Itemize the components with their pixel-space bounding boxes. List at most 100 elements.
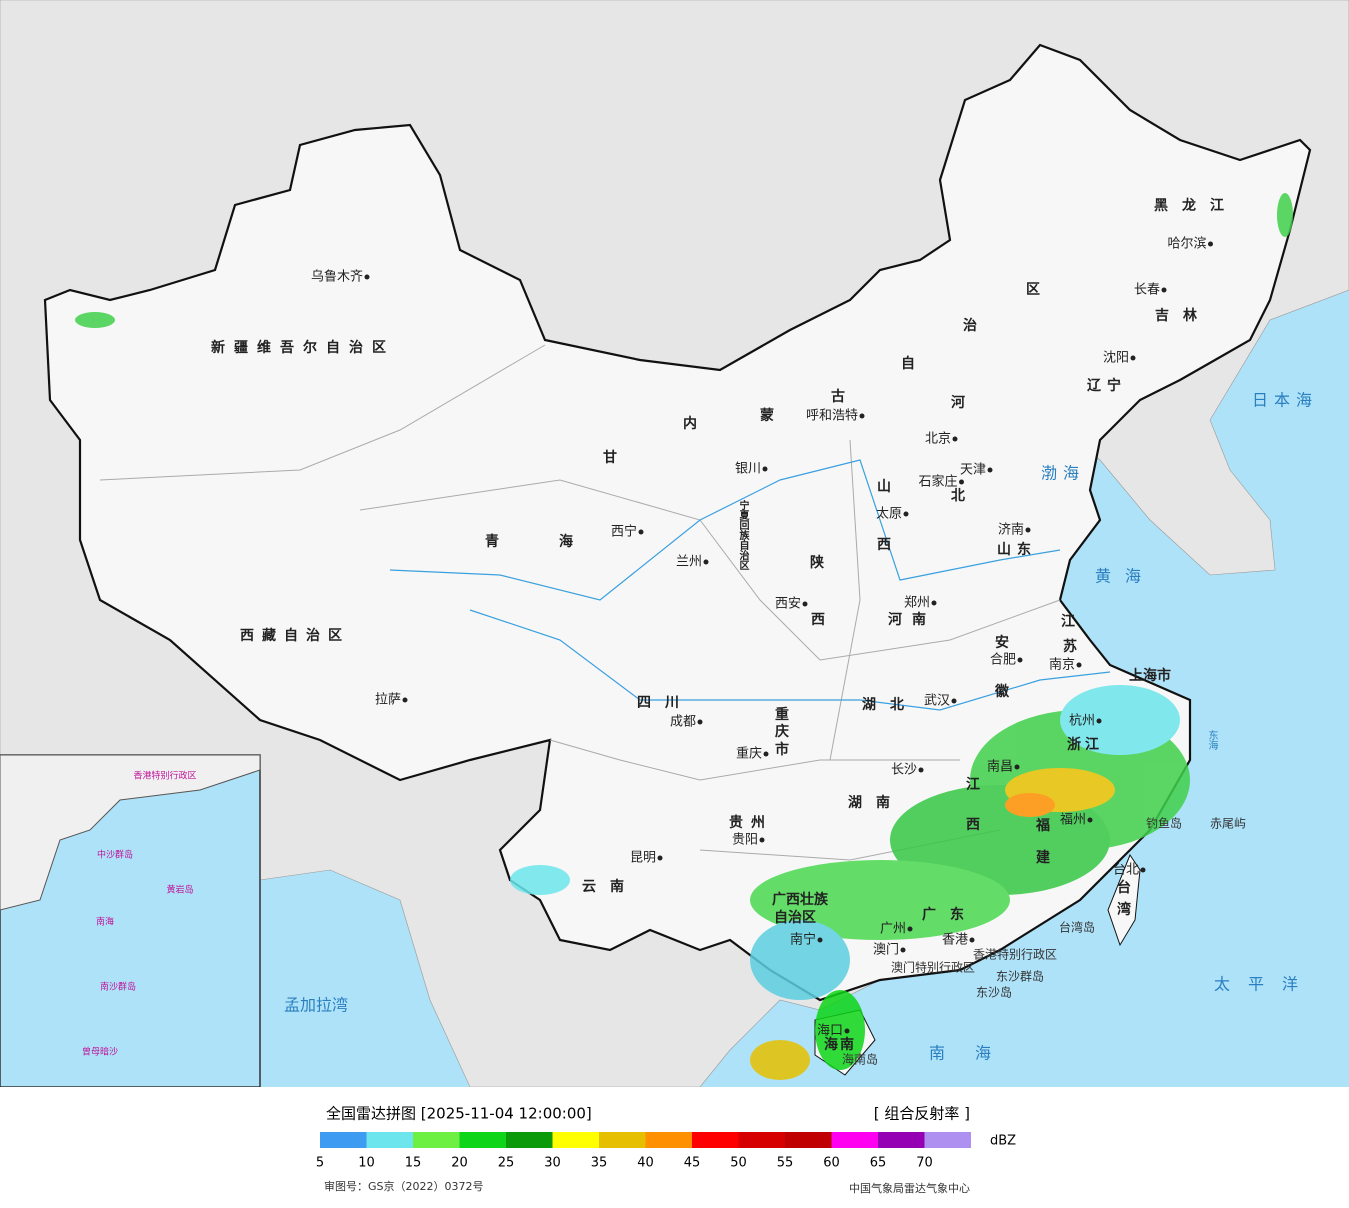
city-label: 沈阳 xyxy=(1103,351,1129,366)
province-label: 江 xyxy=(1061,613,1075,630)
source: 中国气象局雷达气象中心 xyxy=(849,1181,970,1195)
city-dot xyxy=(969,937,975,943)
city-dot xyxy=(987,467,993,473)
city-dot xyxy=(697,719,703,725)
province-label: 徽 xyxy=(994,683,1010,700)
city-label: 杭州 xyxy=(1069,714,1095,729)
city-dot xyxy=(762,466,768,472)
province-label: 市 xyxy=(775,741,789,758)
colorbar-cell xyxy=(320,1132,367,1148)
province-label: 内 xyxy=(683,415,697,432)
city-label: 昆明 xyxy=(630,851,656,866)
inset-label: 香港特别行政区 xyxy=(133,770,196,782)
city-label: 乌鲁木齐 xyxy=(311,269,363,285)
colorbar-tick-label: 35 xyxy=(591,1156,608,1171)
colorbar-tick-label: 50 xyxy=(730,1156,747,1171)
colorbar-cell xyxy=(924,1132,971,1148)
colorbar-cell xyxy=(552,1132,599,1148)
place-note: 台湾岛 xyxy=(1059,920,1095,935)
province-label: 湖南 xyxy=(848,794,904,811)
province-label: 上海市 xyxy=(1129,667,1171,684)
city-dot xyxy=(951,698,957,704)
city-dot xyxy=(1096,718,1102,724)
province-label: 贵州 xyxy=(729,814,773,831)
sea-label: 东海 xyxy=(1206,729,1218,751)
colorbar-cell xyxy=(692,1132,739,1148)
place-note: 东沙岛 xyxy=(976,985,1012,1000)
province-label: 新疆维吾尔自治区 xyxy=(211,339,395,356)
colorbar-cell xyxy=(738,1132,785,1148)
colorbar-cell xyxy=(366,1132,413,1148)
rivers xyxy=(389,459,1111,711)
province-label: 古 xyxy=(831,388,845,405)
province-label: 四川 xyxy=(637,695,693,711)
province-label: 广东 xyxy=(922,906,978,923)
colorbar-cell xyxy=(785,1132,832,1148)
city-label: 长春 xyxy=(1134,283,1160,298)
province-label: 河南 xyxy=(888,611,936,628)
sea-label: 渤海 xyxy=(1041,464,1085,483)
place-note: 香港特别行政区 xyxy=(973,947,1057,962)
province-label: 区 xyxy=(1026,282,1040,298)
city-label: 太原 xyxy=(876,507,902,522)
city-dot xyxy=(931,600,937,606)
province-label: 黑龙江 xyxy=(1154,197,1238,214)
province-label: 蒙 xyxy=(760,407,774,424)
city-dot xyxy=(1161,287,1167,293)
city-dot xyxy=(1087,817,1093,823)
colorbar: 5 10 15 20 25 30 35 40 45 50 55 60 65 70 xyxy=(316,1132,971,1171)
city-label: 西安 xyxy=(775,597,801,612)
colorbar-cell xyxy=(831,1132,878,1148)
city-label: 海口 xyxy=(817,1024,843,1039)
colorbar-cell xyxy=(459,1132,506,1148)
city-dot xyxy=(1025,527,1031,533)
city-label: 银川 xyxy=(735,462,761,477)
inset-label: 南海 xyxy=(96,916,114,928)
province-label: 西藏自治区 xyxy=(240,627,350,644)
city-dot xyxy=(1130,355,1136,361)
province-label: 庆 xyxy=(775,723,789,740)
colorbar-tick-label: 45 xyxy=(684,1156,701,1171)
sea-label: 日本海 xyxy=(1252,391,1318,410)
province-label: 青 xyxy=(485,533,499,550)
province-label: 安 xyxy=(995,634,1009,651)
colorbar-tick-label: 60 xyxy=(823,1156,840,1171)
city-label: 拉萨 xyxy=(375,693,401,708)
city-label: 福州 xyxy=(1060,813,1086,828)
sea-label: 孟加拉湾 xyxy=(284,996,348,1015)
city-label: 澳门 xyxy=(873,942,899,958)
city-dot xyxy=(364,274,370,280)
colorbar-tick-label: 15 xyxy=(405,1156,422,1171)
city-label: 台北 xyxy=(1113,863,1139,878)
province-label: 山东 xyxy=(997,541,1037,558)
province-label: 陕 xyxy=(810,554,824,571)
province-label: 广西壮族 xyxy=(772,891,829,908)
city-label: 天津 xyxy=(960,463,986,478)
place-note: 钓鱼岛 xyxy=(1146,816,1182,831)
colorbar-tick-label: 70 xyxy=(916,1156,933,1171)
city-label: 石家庄 xyxy=(918,474,957,490)
city-dot xyxy=(638,529,644,535)
labels: 新疆维吾尔自治区西藏自治区青 海甘内 蒙古自治区黑龙江吉林辽宁河北山西 山东陕西 河南江… xyxy=(82,197,1318,1067)
city-label: 长沙 xyxy=(891,763,917,778)
city-label: 合肥 xyxy=(990,653,1016,668)
city-dot xyxy=(763,751,769,757)
province-label: 自 xyxy=(901,355,915,372)
city-dot xyxy=(402,697,408,703)
colorbar-tick-label: 55 xyxy=(777,1156,794,1171)
city-label: 贵阳 xyxy=(732,833,758,848)
city-dot xyxy=(903,511,909,517)
city-label: 香港 xyxy=(942,933,968,948)
inset-label: 南沙群岛 xyxy=(100,981,136,993)
province-label: 苏 xyxy=(1063,638,1077,655)
province-label: 河 xyxy=(951,394,965,411)
city-dot xyxy=(1017,657,1023,663)
city-dot xyxy=(1208,241,1213,247)
approval-number: 审图号：GS京（2022）0372号 xyxy=(324,1179,484,1193)
province-label: 宁夏回族自治区 xyxy=(737,499,750,570)
province-label: 云南 xyxy=(582,878,638,895)
colorbar-tick-label: 10 xyxy=(358,1156,375,1171)
city-dot xyxy=(657,855,663,861)
province-label: 福 xyxy=(1035,817,1050,834)
